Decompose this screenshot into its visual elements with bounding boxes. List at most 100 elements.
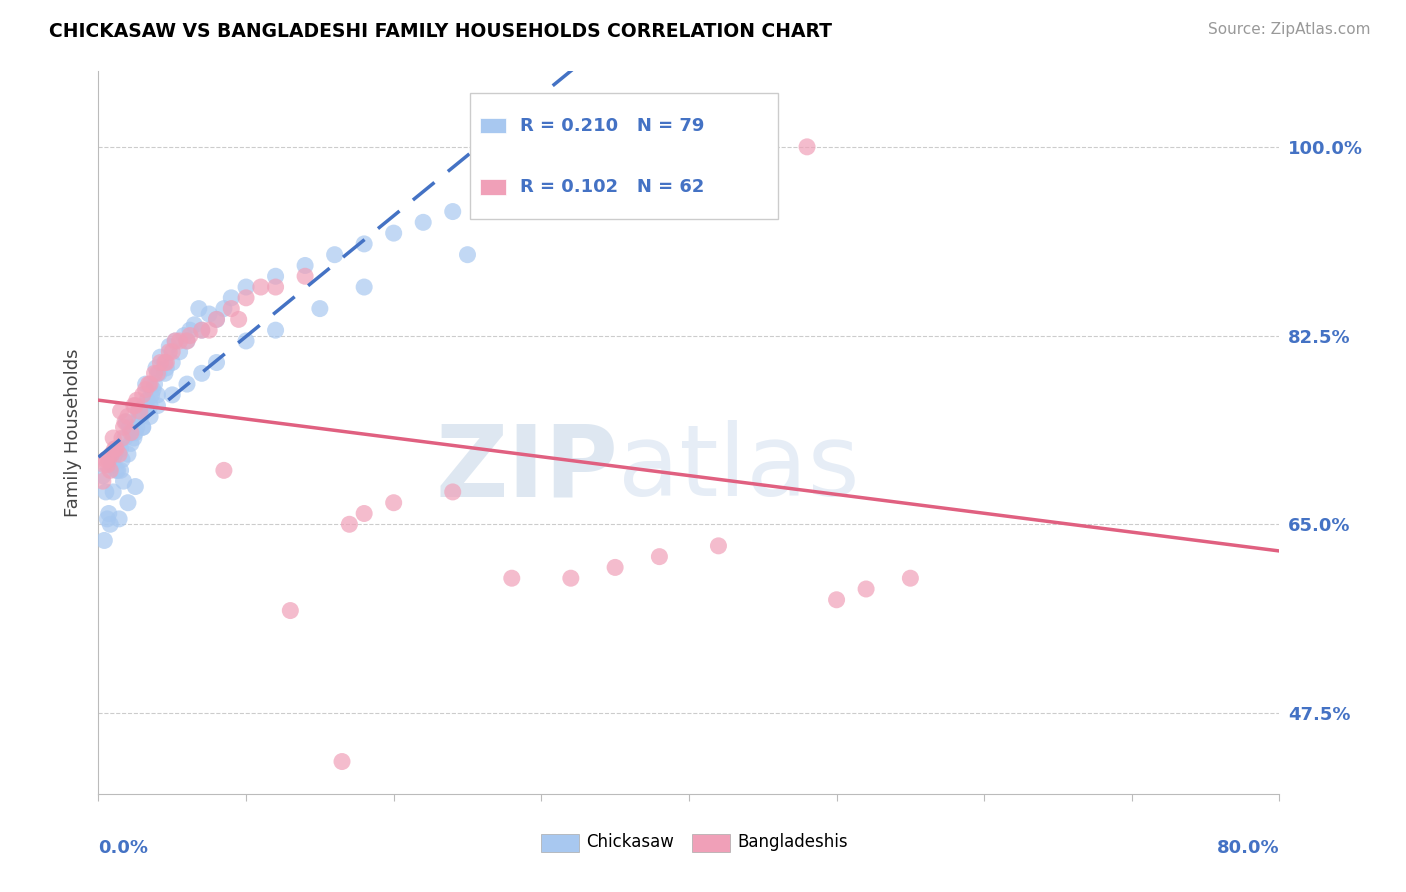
Bar bbox=[479, 118, 506, 134]
Point bbox=[107, 463, 129, 477]
Text: R = 0.210   N = 79: R = 0.210 N = 79 bbox=[520, 117, 704, 135]
Point bbox=[145, 360, 167, 375]
Point bbox=[353, 236, 375, 251]
Point bbox=[117, 409, 139, 424]
Point bbox=[98, 463, 121, 477]
Point bbox=[146, 367, 169, 381]
Text: R = 0.102   N = 62: R = 0.102 N = 62 bbox=[520, 178, 704, 196]
Point bbox=[707, 539, 730, 553]
FancyBboxPatch shape bbox=[471, 93, 778, 219]
Point bbox=[115, 415, 138, 429]
Point bbox=[294, 269, 316, 284]
Point bbox=[176, 334, 198, 348]
Point bbox=[103, 431, 125, 445]
Point bbox=[120, 436, 142, 450]
Point bbox=[93, 458, 115, 472]
Point bbox=[212, 463, 235, 477]
Point bbox=[169, 344, 191, 359]
Point bbox=[183, 318, 205, 332]
Point bbox=[122, 431, 145, 445]
Point bbox=[162, 344, 183, 359]
Point bbox=[129, 409, 152, 424]
Point bbox=[108, 447, 131, 461]
Point bbox=[91, 474, 114, 488]
Point bbox=[162, 355, 183, 369]
Point bbox=[139, 399, 162, 413]
Point bbox=[124, 399, 146, 413]
Point bbox=[127, 404, 149, 418]
Point bbox=[93, 533, 115, 548]
Point bbox=[280, 603, 302, 617]
Point bbox=[94, 452, 117, 467]
Point bbox=[143, 367, 166, 381]
Point bbox=[110, 404, 132, 418]
Text: 80.0%: 80.0% bbox=[1216, 839, 1279, 857]
Point bbox=[105, 442, 128, 456]
Point bbox=[157, 344, 180, 359]
Text: CHICKASAW VS BANGLADESHI FAMILY HOUSEHOLDS CORRELATION CHART: CHICKASAW VS BANGLADESHI FAMILY HOUSEHOL… bbox=[49, 22, 832, 41]
Point bbox=[441, 204, 464, 219]
Y-axis label: Family Households: Family Households bbox=[65, 349, 83, 516]
Point bbox=[205, 312, 228, 326]
Point bbox=[900, 571, 922, 585]
Point bbox=[117, 447, 139, 461]
Point bbox=[353, 507, 375, 521]
Point bbox=[198, 323, 221, 337]
Point bbox=[294, 259, 316, 273]
Point bbox=[560, 571, 582, 585]
Point bbox=[264, 280, 287, 294]
Point bbox=[128, 409, 150, 424]
Point bbox=[124, 425, 146, 440]
Point bbox=[118, 420, 141, 434]
Point bbox=[855, 582, 877, 596]
Point bbox=[132, 420, 155, 434]
Point bbox=[191, 323, 214, 337]
Point bbox=[157, 339, 180, 353]
Point bbox=[205, 312, 228, 326]
Point bbox=[146, 388, 169, 402]
Point bbox=[191, 323, 214, 337]
Point bbox=[105, 463, 128, 477]
Point bbox=[796, 140, 818, 154]
Point bbox=[139, 409, 162, 424]
Point bbox=[169, 334, 191, 348]
Text: ZIP: ZIP bbox=[436, 420, 619, 517]
Point bbox=[91, 468, 114, 483]
Point bbox=[128, 404, 150, 418]
Bar bbox=[693, 834, 730, 852]
Point bbox=[162, 388, 183, 402]
Point bbox=[825, 592, 848, 607]
Point bbox=[339, 517, 361, 532]
Point bbox=[752, 140, 775, 154]
Point bbox=[103, 484, 125, 499]
Point bbox=[122, 399, 145, 413]
Point bbox=[330, 755, 353, 769]
Point bbox=[235, 291, 257, 305]
Point bbox=[146, 399, 169, 413]
Point bbox=[96, 512, 118, 526]
Point bbox=[191, 367, 214, 381]
Point bbox=[103, 452, 125, 467]
Text: 0.0%: 0.0% bbox=[98, 839, 149, 857]
Point bbox=[205, 355, 228, 369]
Point bbox=[235, 280, 257, 294]
Point bbox=[212, 301, 235, 316]
Point bbox=[382, 496, 405, 510]
Point bbox=[112, 474, 135, 488]
Point bbox=[323, 248, 346, 262]
Point bbox=[108, 512, 131, 526]
Point bbox=[121, 425, 143, 440]
Text: atlas: atlas bbox=[619, 420, 859, 517]
Point bbox=[136, 393, 159, 408]
Point bbox=[165, 334, 187, 348]
Point bbox=[135, 383, 157, 397]
Point bbox=[125, 420, 148, 434]
Point bbox=[250, 280, 273, 294]
Point bbox=[148, 367, 170, 381]
Point bbox=[97, 452, 120, 467]
Point bbox=[153, 367, 176, 381]
Point bbox=[134, 399, 156, 413]
Point bbox=[110, 463, 132, 477]
Point bbox=[153, 355, 176, 369]
Point bbox=[96, 458, 118, 472]
